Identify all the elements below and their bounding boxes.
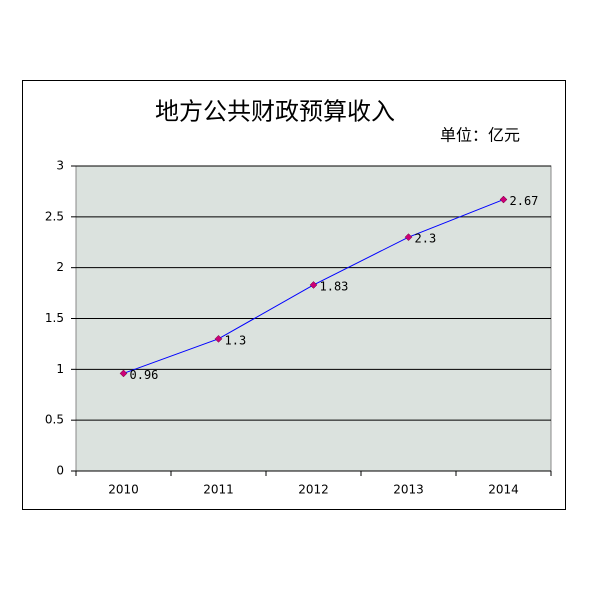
y-tick-label: 2	[56, 260, 64, 274]
x-tick-label: 2012	[298, 483, 329, 497]
data-point	[404, 233, 413, 242]
data-label: 1.83	[320, 279, 349, 293]
data-label: 1.3	[225, 333, 247, 347]
data-label: 2.67	[510, 194, 539, 208]
chart-subtitle: 单位：亿元	[440, 126, 520, 145]
data-point	[214, 334, 223, 343]
y-tick-label: 0.5	[45, 413, 64, 427]
y-tick-label: 3	[56, 159, 64, 173]
y-tick-label: 1.5	[45, 311, 64, 325]
y-tick-label: 2.5	[45, 209, 64, 223]
y-tick-label: 1	[56, 362, 64, 376]
chart-title: 地方公共财政预算收入	[155, 98, 395, 126]
x-tick-label: 2013	[393, 483, 424, 497]
data-point	[499, 195, 508, 204]
x-tick-label: 2011	[203, 483, 234, 497]
data-point	[309, 281, 318, 289]
data-point	[119, 369, 128, 378]
y-tick-label: 0	[56, 464, 64, 478]
data-label: 2.3	[415, 232, 437, 246]
x-tick-label: 2010	[108, 483, 139, 497]
data-label: 0.96	[130, 368, 159, 382]
x-tick-label: 2014	[488, 483, 519, 497]
